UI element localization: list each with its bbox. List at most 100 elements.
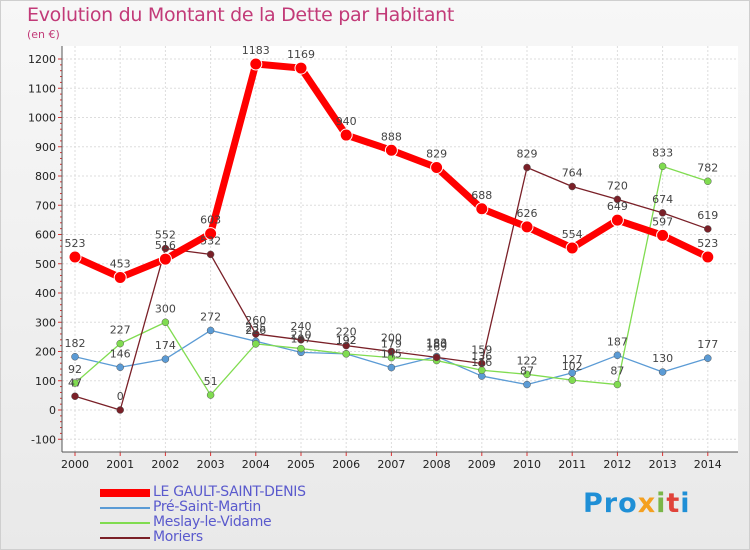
data-point <box>71 353 79 361</box>
data-point <box>704 225 712 233</box>
legend-swatch <box>100 537 150 539</box>
legend-label: Meslay-le-Vidame <box>153 514 272 530</box>
data-point <box>297 344 305 353</box>
legend-label: LE GAULT-SAINT-DENIS <box>153 484 306 500</box>
data-label: 1183 <box>242 44 270 57</box>
data-label: 146 <box>110 347 131 360</box>
x-tick-label: 2011 <box>558 458 586 471</box>
data-label: 145 <box>381 348 402 361</box>
data-label: 127 <box>562 353 583 366</box>
data-point <box>432 353 441 362</box>
data-point <box>206 391 215 399</box>
data-point <box>568 182 576 191</box>
data-point <box>613 195 622 204</box>
data-point <box>613 380 622 389</box>
data-point <box>384 143 398 157</box>
data-point <box>478 359 486 368</box>
data-point <box>658 368 667 376</box>
data-label: 453 <box>110 257 131 270</box>
data-point <box>206 250 215 259</box>
data-label: 192 <box>336 334 357 347</box>
y-tick-label: 700 <box>35 199 56 212</box>
data-point <box>158 252 172 266</box>
data-label: 674 <box>652 193 673 206</box>
data-label: 523 <box>65 237 86 250</box>
data-label: 187 <box>607 335 628 348</box>
x-tick-label: 2004 <box>242 458 270 471</box>
data-label: 523 <box>697 237 718 250</box>
data-point <box>71 379 79 387</box>
data-label: 829 <box>426 148 447 161</box>
x-tick-label: 2001 <box>106 458 134 471</box>
data-label: 122 <box>517 354 538 367</box>
data-label: 210 <box>291 329 312 342</box>
data-point <box>565 241 579 255</box>
data-point <box>430 161 444 175</box>
data-label: 87 <box>610 365 624 378</box>
data-label: 272 <box>200 310 221 323</box>
data-point <box>523 163 531 172</box>
data-label: 597 <box>652 215 673 228</box>
data-label: 764 <box>562 167 583 180</box>
data-point <box>387 347 396 356</box>
data-label: 649 <box>607 200 628 213</box>
data-label: 626 <box>517 207 538 220</box>
data-point <box>658 209 667 217</box>
data-label: 87 <box>520 365 534 378</box>
data-label: 197 <box>291 332 312 345</box>
data-point <box>701 250 715 264</box>
y-tick-label: 300 <box>35 316 56 329</box>
data-point <box>704 177 712 186</box>
logo-letter: o <box>618 488 638 519</box>
data-label: 833 <box>652 146 673 159</box>
x-tick-label: 2012 <box>603 458 631 471</box>
data-label: 102 <box>562 360 583 373</box>
y-tick-label: 100 <box>35 375 56 388</box>
logo-letter: x <box>637 488 657 519</box>
data-label: 200 <box>381 332 402 345</box>
data-label: 116 <box>471 356 492 369</box>
proxiti-logo: Proxiti <box>583 488 691 519</box>
data-label: 619 <box>697 209 718 222</box>
data-label: 720 <box>607 179 628 192</box>
x-tick-label: 2007 <box>377 458 405 471</box>
y-tick-label: 1200 <box>28 53 56 66</box>
y-tick-label: 1000 <box>28 112 56 125</box>
data-label: 688 <box>471 189 492 202</box>
data-label: 159 <box>471 343 492 356</box>
x-tick-label: 2006 <box>332 458 360 471</box>
data-label: 92 <box>68 363 82 376</box>
logo-letter: t <box>666 488 681 519</box>
y-tick-label: 200 <box>35 346 56 359</box>
data-point <box>68 250 82 264</box>
y-tick-label: 600 <box>35 229 56 242</box>
legend-label: Pré-Saint-Martin <box>153 499 261 515</box>
data-point <box>294 61 308 75</box>
data-label: 174 <box>155 339 176 352</box>
data-label: 136 <box>471 350 492 363</box>
data-label: 227 <box>110 324 131 337</box>
y-tick-label: 1100 <box>28 82 56 95</box>
data-point <box>613 351 622 360</box>
data-label: 829 <box>517 148 538 161</box>
data-label: 179 <box>381 338 402 351</box>
data-label: 552 <box>155 229 176 242</box>
unit-label: (en €) <box>27 28 60 41</box>
data-label: 532 <box>200 234 221 247</box>
y-tick-label: 900 <box>35 141 56 154</box>
data-label: 235 <box>245 321 266 334</box>
data-label: 192 <box>336 334 357 347</box>
data-label: 51 <box>204 375 218 388</box>
data-label: 888 <box>381 130 402 143</box>
data-point <box>206 326 215 335</box>
data-point <box>71 392 79 401</box>
data-label: 226 <box>245 324 266 337</box>
data-point <box>161 244 170 253</box>
y-tick-label: 400 <box>35 287 56 300</box>
data-point <box>204 227 218 241</box>
data-point <box>116 363 124 372</box>
data-point <box>161 318 170 326</box>
logo-letter: P <box>583 488 604 519</box>
data-label: 1169 <box>287 48 315 61</box>
x-tick-label: 2013 <box>649 458 677 471</box>
